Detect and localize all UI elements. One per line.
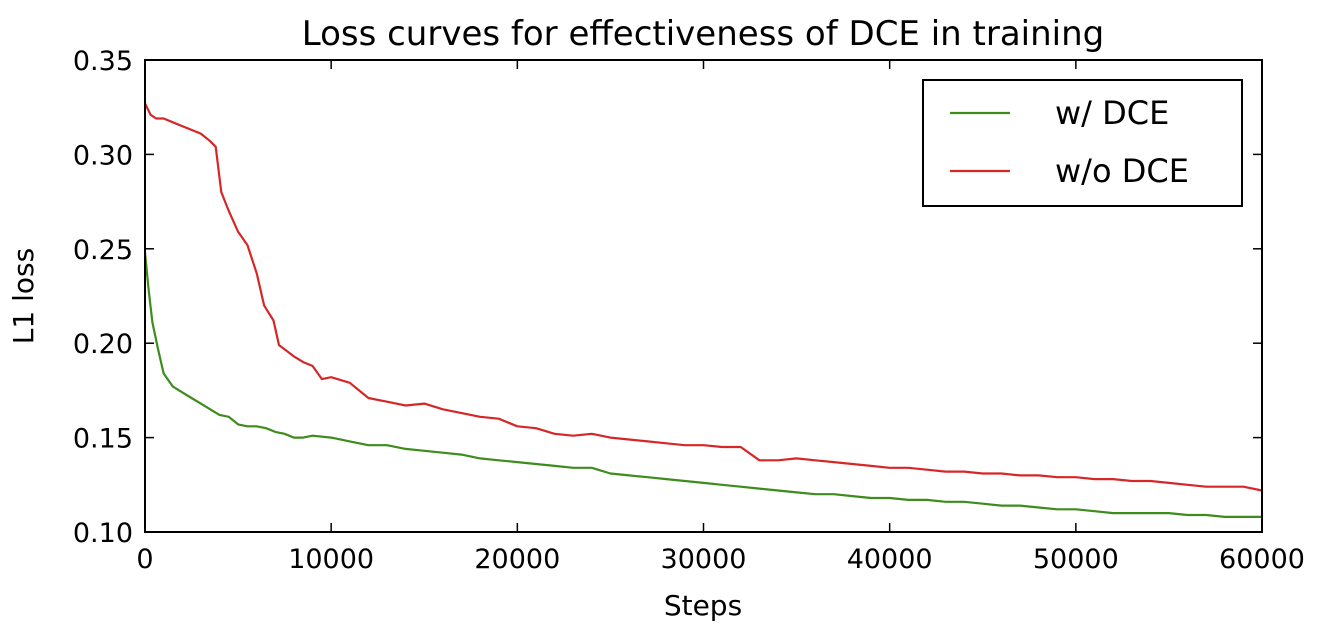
y-tick-label: 0.20 [73,329,133,360]
y-tick-label: 0.25 [73,235,133,266]
series-line-1 [144,102,1263,492]
x-tick-label: 10000 [288,544,374,575]
x-tick-label: 20000 [474,544,560,575]
legend: w/ DCE w/o DCE [922,79,1243,207]
plot-area [143,102,1263,518]
y-axis: 0.10 0.15 0.20 0.25 0.30 0.35 [73,46,1262,549]
legend-label-1: w/o DCE [1055,152,1189,190]
y-tick-label: 0.15 [73,424,133,455]
y-axis-label: L1 loss [7,248,40,344]
x-tick-label: 30000 [661,544,747,575]
x-tick-label: 50000 [1033,544,1119,575]
chart-title: Loss curves for effectiveness of DCE in … [302,14,1105,54]
y-tick-label: 0.30 [73,140,133,171]
x-axis-label: Steps [664,589,742,622]
y-tick-label: 0.10 [73,518,133,549]
x-tick-label: 60000 [1219,544,1305,575]
y-tick-label: 0.35 [73,46,133,77]
legend-label-0: w/ DCE [1055,94,1169,132]
x-tick-label: 40000 [847,544,933,575]
x-axis: 0 10000 20000 30000 40000 50000 60000 [136,60,1305,575]
series-line-0 [143,252,1262,518]
x-tick-label: 0 [136,544,153,575]
legend-box [922,79,1243,207]
